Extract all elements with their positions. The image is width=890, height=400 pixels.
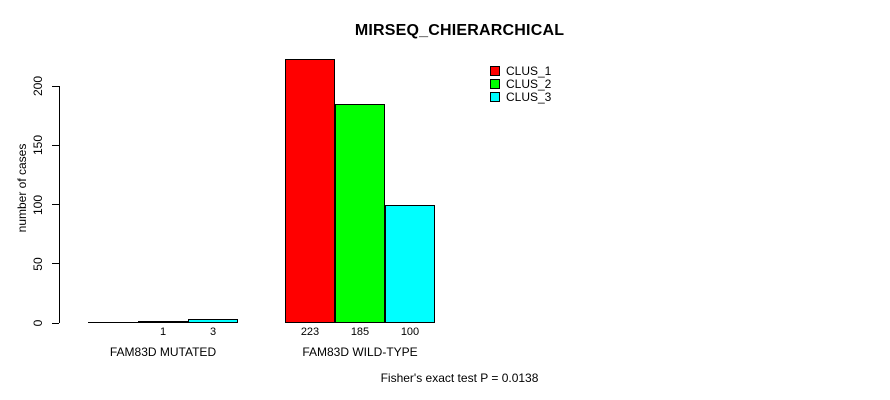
bar-clus_3 <box>385 204 435 323</box>
bar-value-label: 223 <box>300 326 320 338</box>
y-tick-mark <box>52 322 59 324</box>
legend-label: CLUS_3 <box>506 90 552 105</box>
legend-item: CLUS_2 <box>490 78 551 90</box>
y-tick-label: 0 <box>31 319 45 327</box>
y-tick-label: 100 <box>31 194 45 215</box>
bar-clus_2 <box>335 103 385 323</box>
y-tick-mark <box>52 144 59 146</box>
bar-value-label: 1 <box>159 326 167 338</box>
fisher-test-annotation: Fisher's exact test P = 0.0138 <box>380 371 539 385</box>
legend-item: CLUS_3 <box>490 91 551 103</box>
x-group-label: FAM83D WILD-TYPE <box>302 345 418 359</box>
bar-clus_2 <box>138 321 188 323</box>
y-tick-label: 200 <box>31 76 45 97</box>
legend-label: CLUS_1 <box>506 63 552 78</box>
clus_2-swatch <box>490 78 500 89</box>
y-axis-title: number of cases <box>15 143 29 233</box>
y-tick-mark <box>52 85 59 87</box>
legend-label: CLUS_2 <box>506 76 552 91</box>
legend-item: CLUS_1 <box>490 65 551 77</box>
bar-value-label: 3 <box>209 326 217 338</box>
y-tick-mark <box>52 263 59 265</box>
y-tick-label: 150 <box>31 135 45 156</box>
bar-value-label: 185 <box>350 326 370 338</box>
bar-clus_3 <box>188 319 238 323</box>
clus_1-swatch <box>490 65 500 76</box>
y-tick-label: 50 <box>31 257 45 271</box>
clus_3-swatch <box>490 92 500 103</box>
bar-clus_1 <box>285 58 335 323</box>
chart-title: MIRSEQ_CHIERARCHICAL <box>354 22 565 39</box>
y-axis <box>59 86 60 323</box>
bar-clus_1 <box>88 322 138 323</box>
bar-value-label: 100 <box>400 326 420 338</box>
x-group-label: FAM83D MUTATED <box>109 345 217 359</box>
y-tick-mark <box>52 204 59 206</box>
